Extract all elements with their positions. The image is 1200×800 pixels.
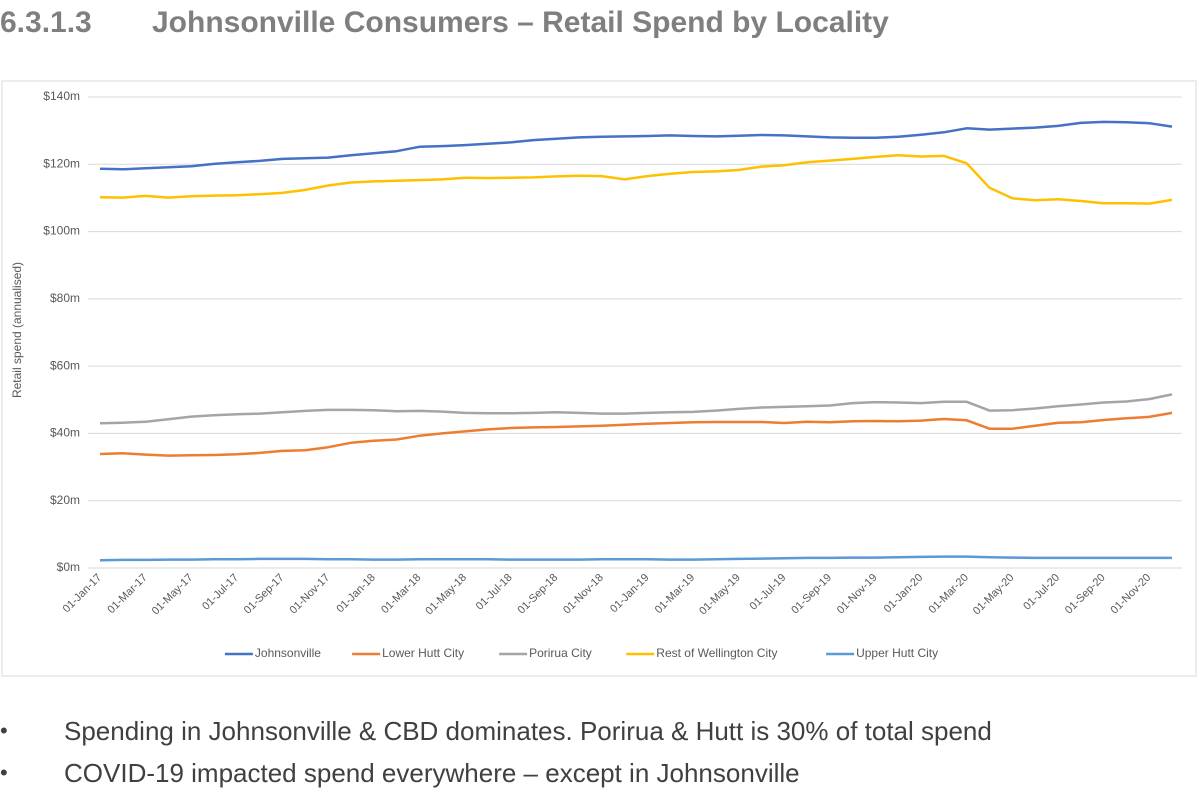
legend-label: Upper Hutt City xyxy=(856,646,938,660)
chart-border xyxy=(1,80,1197,677)
series-line xyxy=(99,555,1172,562)
bullet: Spending in Johnsonville & CBD dominates… xyxy=(0,710,992,752)
y-tick-label: $40m xyxy=(50,426,80,440)
y-axis-label: Retail spend (annualised) xyxy=(10,262,24,398)
series-line xyxy=(99,153,1173,205)
heading: 6.3.1.3 Johnsonville Consumers – Retail S… xyxy=(0,6,889,40)
y-tick-label: $100m xyxy=(43,224,80,238)
y-tick-label: $0m xyxy=(57,560,80,574)
series-line xyxy=(99,411,1173,457)
series-line xyxy=(99,120,1173,171)
y-tick-label: $120m xyxy=(43,156,80,170)
bullet: COVID-19 impacted spend everywhere – exc… xyxy=(0,752,992,794)
section-number: 6.3.1.3 xyxy=(0,6,92,39)
y-tick-label: $20m xyxy=(50,493,80,507)
y-tick-label: $80m xyxy=(50,291,80,305)
chart: Retail spend (annualised) $0m $20m $40m $60… xyxy=(1,80,1197,677)
legend-label: Lower Hutt City xyxy=(382,646,464,660)
section-title: Johnsonville Consumers – Retail Spend by… xyxy=(152,6,889,39)
legend-label: Porirua City xyxy=(529,646,592,660)
legend-label: Johnsonville xyxy=(255,646,321,660)
bullet-list: Spending in Johnsonville & CBD dominates… xyxy=(0,710,992,794)
y-tick-label: $60m xyxy=(50,358,80,372)
series-line xyxy=(99,393,1173,425)
y-tick-label: $140m xyxy=(43,89,80,103)
legend-label: Rest of Wellington City xyxy=(656,646,777,660)
